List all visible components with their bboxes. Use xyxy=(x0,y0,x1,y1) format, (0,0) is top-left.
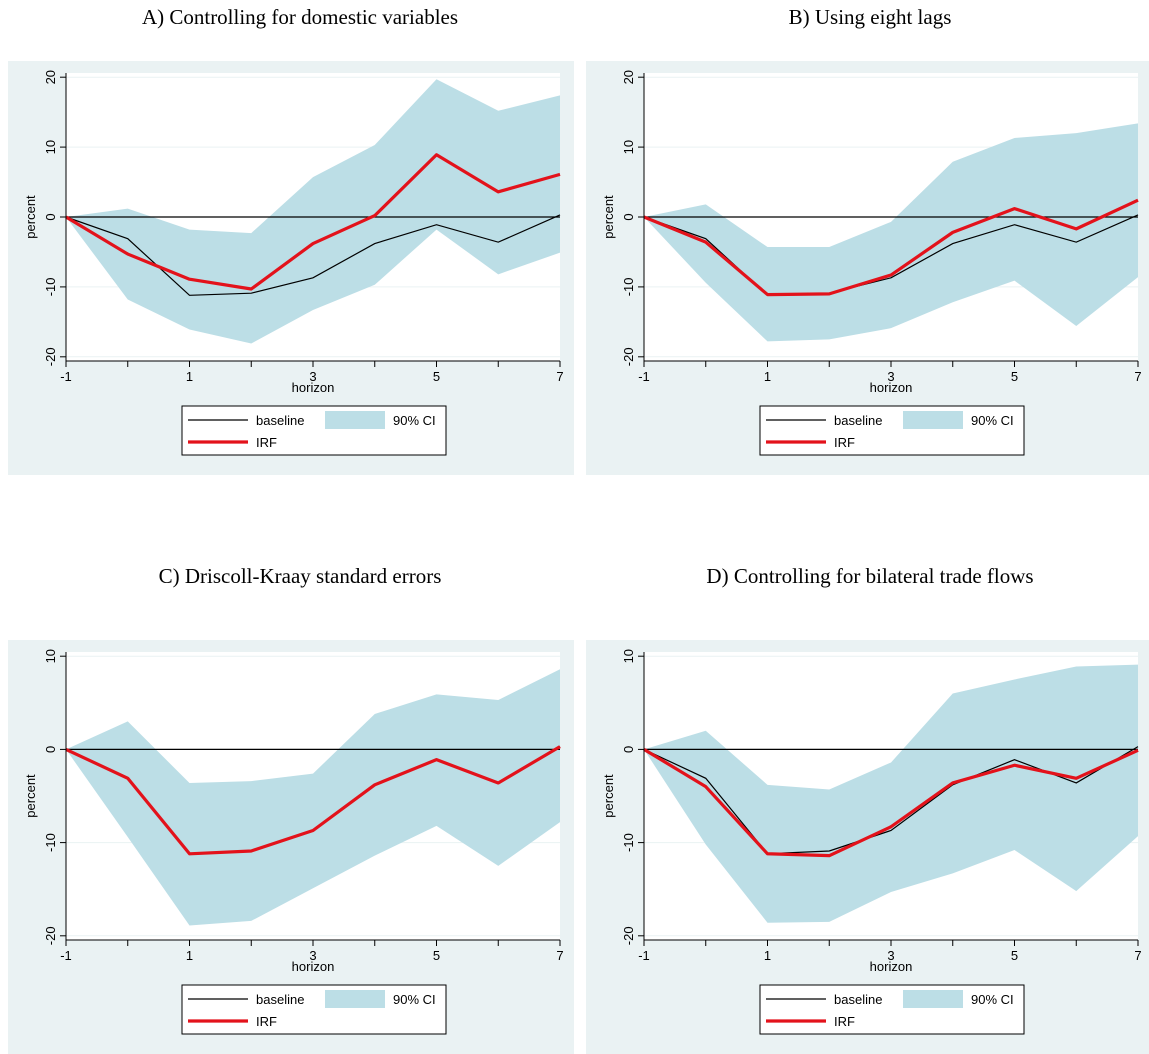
y-tick-label: -10 xyxy=(621,278,636,297)
panel-c-title: C) Driscoll-Kraay standard errors xyxy=(158,564,442,588)
legend-irf-label: IRF xyxy=(834,1014,855,1029)
x-tick-label: 7 xyxy=(556,948,563,963)
irf-line xyxy=(643,198,1139,297)
legend-box xyxy=(759,405,1025,456)
legend-ci-swatch xyxy=(903,990,963,1008)
x-tick-label: 5 xyxy=(1011,948,1018,963)
legend-baseline-label: baseline xyxy=(834,413,882,428)
y-axis-label: percent xyxy=(601,774,616,818)
y-tick-label: -20 xyxy=(621,347,636,366)
chart-panel-a: -20 -10 0 10 20 percent -1 1 3 5 7 horizon baseline 9… xyxy=(8,61,574,475)
y-tick-label: 20 xyxy=(621,70,636,84)
x-axis-label: horizon xyxy=(292,959,335,974)
x-tick-label: 1 xyxy=(764,948,771,963)
legend-baseline-label: baseline xyxy=(834,992,882,1007)
legend-irf-label: IRF xyxy=(256,435,277,450)
x-tick-label: 1 xyxy=(186,369,193,384)
ci-band xyxy=(644,123,1138,342)
legend-irf-label: IRF xyxy=(834,435,855,450)
irf-line xyxy=(65,153,561,291)
chart-a-svg: -20 -10 0 10 20 percent -1 1 3 5 7 horizon baseline 9… xyxy=(23,70,564,456)
y-tick-label: 0 xyxy=(621,746,636,753)
y-tick-label: 20 xyxy=(43,70,58,84)
chart-panel-d: -20 -10 0 10 percent -1 1 3 5 7 horizon baseline 90%… xyxy=(586,640,1149,1054)
legend-baseline-label: baseline xyxy=(256,992,304,1007)
x-tick-label: 5 xyxy=(433,948,440,963)
legend-ci-label: 90% CI xyxy=(971,413,1014,428)
y-axis-label: percent xyxy=(23,774,38,818)
legend-ci-label: 90% CI xyxy=(971,992,1014,1007)
y-tick-label: -10 xyxy=(43,278,58,297)
legend-baseline-label: baseline xyxy=(256,413,304,428)
x-tick-label: -1 xyxy=(60,369,72,384)
chart-c-svg: -20 -10 0 10 percent -1 1 3 5 7 horizon baseline 90%… xyxy=(23,649,564,1035)
y-tick-label: 10 xyxy=(621,649,636,663)
chart-d-svg: -20 -10 0 10 percent -1 1 3 5 7 horizon baseline 90%… xyxy=(601,649,1142,1035)
y-tick-label: -10 xyxy=(43,833,58,852)
x-axis-label: horizon xyxy=(870,959,913,974)
y-axis-label: percent xyxy=(23,195,38,239)
x-tick-label: -1 xyxy=(638,948,650,963)
y-tick-label: -20 xyxy=(621,926,636,945)
y-tick-label: -20 xyxy=(43,347,58,366)
x-tick-label: -1 xyxy=(638,369,650,384)
x-tick-label: 3 xyxy=(887,948,894,963)
y-tick-label: 10 xyxy=(43,140,58,154)
x-axis-label: horizon xyxy=(292,380,335,395)
y-axis-label: percent xyxy=(601,195,616,239)
y-tick-label: 0 xyxy=(43,746,58,753)
x-tick-label: 7 xyxy=(1134,369,1141,384)
panel-b-title: B) Using eight lags xyxy=(788,5,952,29)
ci-band xyxy=(66,669,560,926)
ci-band xyxy=(66,79,560,344)
legend-ci-label: 90% CI xyxy=(393,992,436,1007)
y-tick-label: -20 xyxy=(43,926,58,945)
legend-ci-label: 90% CI xyxy=(393,413,436,428)
legend-box xyxy=(759,984,1025,1035)
legend-ci-swatch xyxy=(903,411,963,429)
x-tick-label: 5 xyxy=(433,369,440,384)
panel-a-title: A) Controlling for domestic variables xyxy=(141,5,459,29)
x-tick-label: 5 xyxy=(1011,369,1018,384)
x-tick-label: 3 xyxy=(887,369,894,384)
y-tick-label: 10 xyxy=(621,140,636,154)
x-tick-label: 3 xyxy=(309,369,316,384)
irf-line xyxy=(643,748,1139,858)
y-tick-label: 0 xyxy=(43,213,58,220)
x-tick-label: -1 xyxy=(60,948,72,963)
legend-ci-swatch xyxy=(325,990,385,1008)
baseline-line xyxy=(65,214,561,296)
ci-band xyxy=(644,664,1138,923)
x-tick-label: 7 xyxy=(1134,948,1141,963)
x-axis-label: horizon xyxy=(870,380,913,395)
legend-irf-label: IRF xyxy=(256,1014,277,1029)
panel-d-title: D) Controlling for bilateral trade flows xyxy=(706,564,1034,588)
chart-panel-c: -20 -10 0 10 percent -1 1 3 5 7 horizon baseline 90%… xyxy=(8,640,574,1054)
x-tick-label: 1 xyxy=(186,948,193,963)
chart-panel-b: -20 -10 0 10 20 percent -1 1 3 5 7 horizon baseline 9… xyxy=(586,61,1149,475)
y-tick-label: -10 xyxy=(621,833,636,852)
chart-b-svg: -20 -10 0 10 20 percent -1 1 3 5 7 horizon baseline 9… xyxy=(601,70,1142,456)
x-tick-label: 1 xyxy=(764,369,771,384)
legend-box xyxy=(181,405,447,456)
irf-line xyxy=(65,745,561,856)
legend-ci-swatch xyxy=(325,411,385,429)
legend-box xyxy=(181,984,447,1035)
y-tick-label: 10 xyxy=(43,649,58,663)
x-tick-label: 3 xyxy=(309,948,316,963)
x-tick-label: 7 xyxy=(556,369,563,384)
y-tick-label: 0 xyxy=(621,213,636,220)
